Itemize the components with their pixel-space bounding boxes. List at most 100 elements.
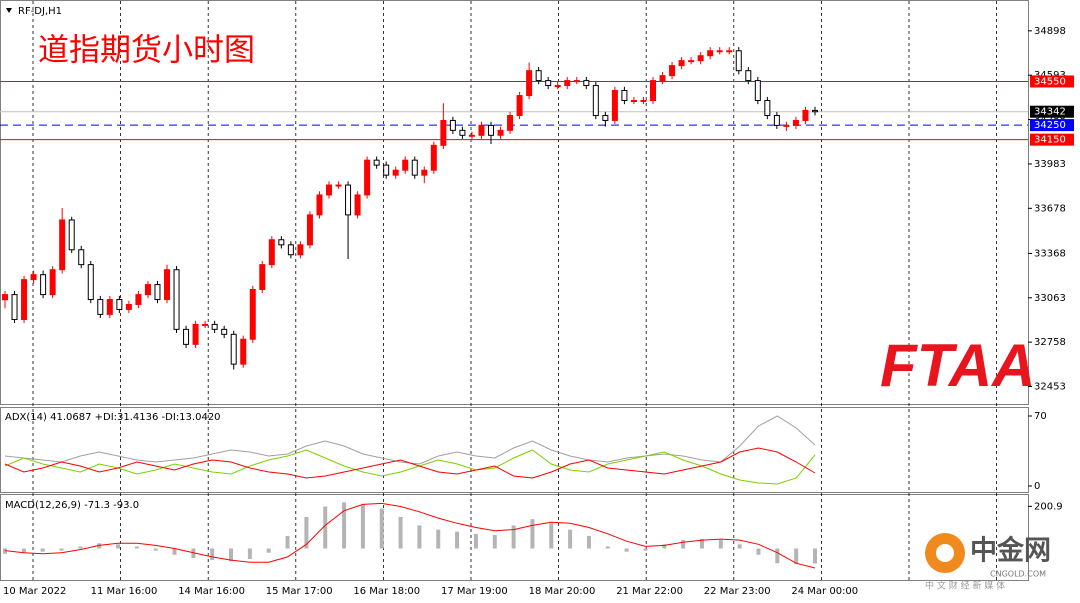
indicator-line: [4, 415, 816, 465]
level-label: 34150: [1034, 135, 1066, 146]
adx-title: ADX(14) 41.0687 +DI:31.4136 -DI:13.0420: [5, 412, 221, 423]
macd-bar: [134, 546, 139, 549]
candle-body: [211, 323, 218, 330]
candle-body: [754, 80, 761, 102]
macd-bar: [756, 548, 761, 555]
macd-bar: [586, 535, 591, 549]
candle-body: [354, 194, 361, 216]
candle-body: [240, 338, 247, 365]
macd-bar: [775, 548, 780, 564]
candle-body: [802, 109, 809, 121]
macd-bar: [643, 548, 648, 551]
candle-body: [335, 184, 342, 187]
macd-bar: [398, 517, 403, 549]
candle-body: [688, 60, 695, 63]
macd-bar: [379, 508, 384, 549]
y-tick-label: 33983: [1034, 159, 1066, 170]
level-label: 34550: [1034, 76, 1066, 87]
candle-body: [68, 219, 75, 251]
candle-body: [392, 169, 399, 176]
y-tick-label: 34898: [1034, 26, 1066, 37]
cngold-icon-inner: [936, 544, 954, 562]
level-box: [1030, 75, 1074, 88]
adx-panel: [0, 407, 1029, 493]
candle-body: [125, 303, 132, 310]
ftaa-logo: FTAA: [880, 332, 1036, 399]
candle-body: [630, 100, 637, 103]
candle-body: [678, 60, 685, 67]
candle-body: [154, 284, 161, 301]
candle-body: [545, 80, 552, 87]
candle-body: [783, 124, 790, 127]
candle-body: [468, 134, 475, 137]
macd-bar: [794, 548, 799, 565]
candle-body: [764, 100, 771, 116]
y-tick-label: 32453: [1034, 382, 1066, 393]
candle-body: [192, 323, 199, 345]
candle-body: [573, 80, 580, 83]
candle-body: [488, 124, 494, 136]
candle-body: [535, 70, 542, 82]
x-tick-label: 10 Mar 2022: [3, 586, 66, 597]
plot-layer: 3245332758330633336833678339833428834593…: [0, 26, 1074, 569]
macd-bar: [511, 525, 516, 549]
candle-body: [2, 294, 8, 301]
macd-bar: [191, 548, 196, 558]
y-tick-label: 70: [1034, 411, 1047, 422]
candle-body: [449, 119, 456, 131]
macd-bar: [21, 548, 26, 553]
macd-bar: [266, 548, 271, 553]
level-box: [1030, 119, 1074, 132]
candle-body: [373, 159, 380, 166]
cngold-name: 中金网: [970, 535, 1051, 567]
candle-body: [316, 194, 323, 216]
candle-body: [621, 89, 628, 102]
x-tick-label: 14 Mar 16:00: [178, 586, 245, 597]
macd-bar: [78, 546, 83, 549]
x-tick-label: 21 Mar 22:00: [616, 586, 683, 597]
macd-bar: [59, 548, 64, 551]
candle-body: [345, 184, 352, 216]
candle-body: [49, 269, 56, 296]
macd-bar: [473, 533, 478, 549]
macd-panel: [0, 494, 1029, 581]
candle-body: [364, 159, 371, 196]
macd-bar: [568, 529, 573, 549]
candle-body: [773, 114, 780, 126]
candle-body: [745, 70, 752, 82]
candle-body: [59, 219, 66, 271]
candle-body: [268, 239, 275, 266]
candle-body: [421, 169, 428, 176]
macd-bar: [436, 529, 441, 549]
macd-bar: [172, 548, 177, 555]
macd-bar: [605, 546, 610, 549]
macd-bar: [737, 544, 742, 549]
macd-bar: [153, 548, 158, 551]
level-label: 34250: [1034, 120, 1066, 131]
candle-body: [592, 85, 599, 116]
candle-body: [326, 184, 332, 196]
macd-bar: [549, 523, 554, 549]
macd-bar: [530, 519, 535, 549]
macd-title: MACD(12,26,9) -71.3 -93.0: [5, 500, 139, 511]
candle-body: [135, 294, 142, 305]
cngold-site: CNGOLD.COM: [990, 570, 1046, 579]
candle-body: [716, 50, 723, 53]
candle-body: [583, 80, 590, 87]
candle-body: [507, 114, 514, 131]
candle-body: [554, 85, 561, 88]
candle-body: [259, 264, 266, 291]
x-tick-label: 11 Mar 16:00: [91, 586, 158, 597]
candle-body: [659, 75, 666, 82]
macd-bar: [492, 534, 497, 549]
candle-body: [164, 269, 170, 301]
indicator-line: [4, 502, 816, 569]
macd-bar: [360, 504, 365, 549]
candle-body: [287, 244, 294, 256]
macd-bar: [699, 539, 704, 549]
candle-body: [430, 144, 437, 171]
y-tick-label: 200.9: [1034, 501, 1063, 512]
candle-body: [526, 70, 533, 97]
macd-bar: [417, 525, 422, 549]
